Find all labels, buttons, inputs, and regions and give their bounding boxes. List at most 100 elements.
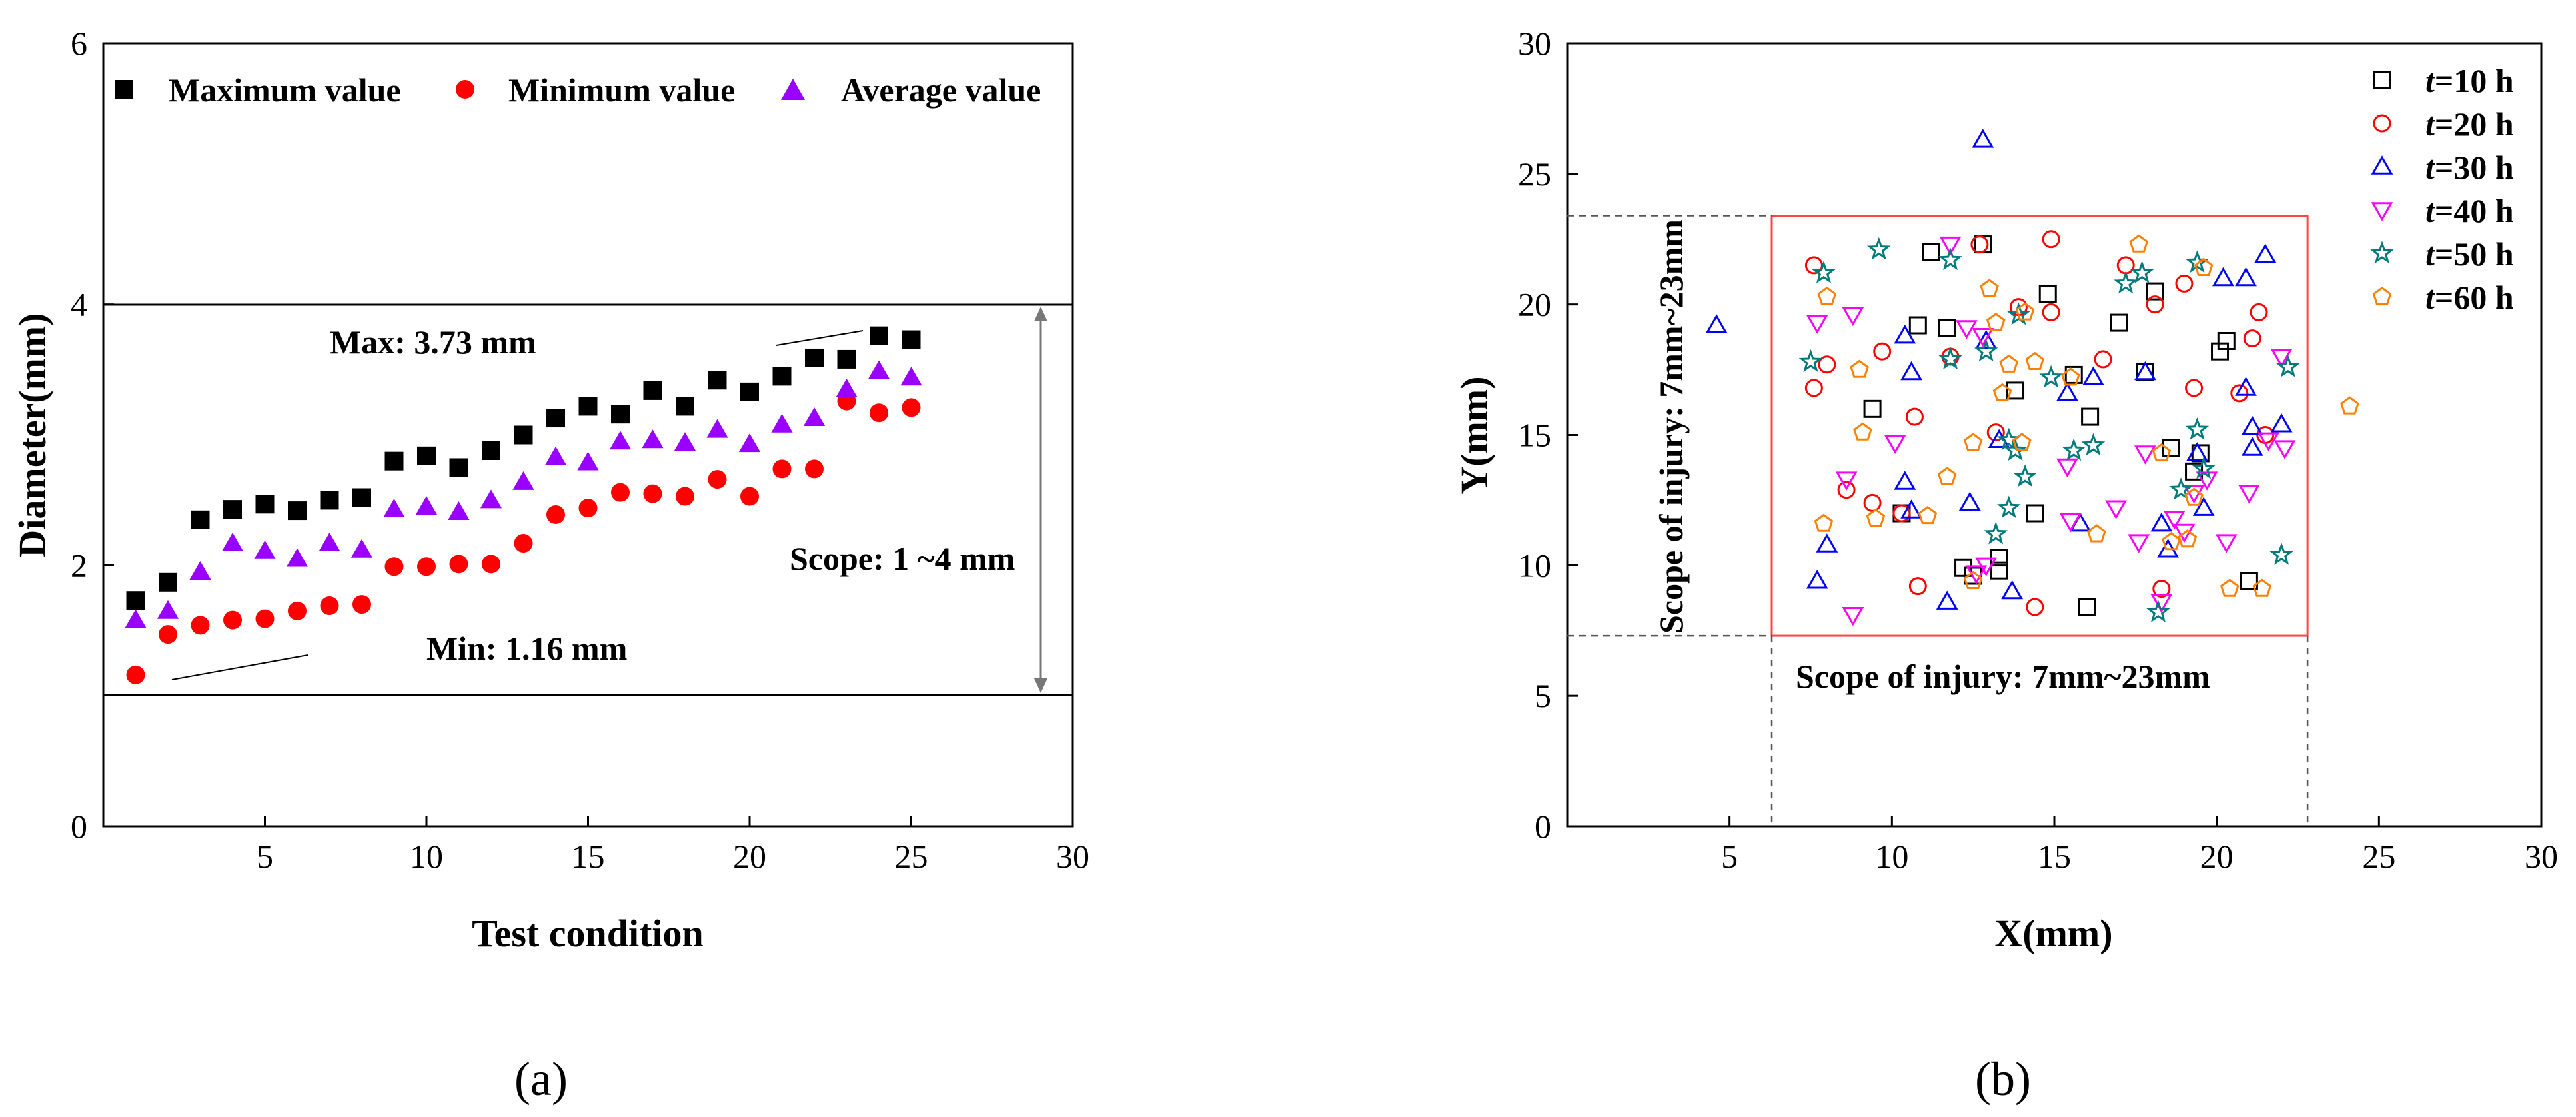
data-point-triangle-up: [1972, 129, 1994, 148]
panel-a-scope-annotation: Scope: 1 ~4 mm: [790, 540, 1015, 577]
data-point-square: [223, 500, 242, 519]
data-point-triangle-up: [642, 429, 664, 449]
data-point-triangle-up: [1816, 533, 1838, 553]
data-point-square: [643, 381, 662, 400]
data-point-star: [1798, 349, 1823, 373]
data-point-triangle-up: [836, 378, 858, 397]
data-point-circle: [1905, 407, 1924, 426]
data-point-circle: [546, 505, 565, 524]
data-point-triangle-up: [286, 548, 309, 567]
panel-a-legend-label-min: Minimum value: [508, 71, 735, 109]
data-point-star: [2003, 438, 2028, 461]
data-point-pentagon: [2129, 234, 2149, 253]
panel-a-legend-label-max: Maximum value: [169, 71, 401, 109]
data-point-circle: [643, 484, 662, 503]
panel-b-label: (b): [1975, 1052, 2031, 1106]
data-point-triangle-up: [577, 451, 599, 471]
data-point-square: [2110, 313, 2128, 332]
legend-marker-triangle-down: [2371, 202, 2393, 221]
data-point-circle: [1804, 379, 1823, 397]
data-point-circle: [708, 470, 727, 489]
panel-b-x-axis-label: X(mm): [1994, 912, 2112, 955]
data-point-triangle-up: [189, 561, 211, 580]
data-point-triangle-up: [2212, 267, 2234, 287]
data-point-triangle-down: [2128, 534, 2150, 553]
data-point-triangle-up: [125, 609, 147, 628]
data-point-triangle-up: [415, 496, 438, 515]
data-point-square: [1922, 243, 1940, 261]
data-point-square: [126, 591, 145, 610]
data-point-circle: [288, 601, 307, 620]
data-point-square: [2185, 462, 2204, 481]
data-point-square: [708, 371, 727, 390]
data-point-triangle-down: [2150, 594, 2173, 613]
data-point-triangle-up: [771, 413, 793, 433]
data-point-circle: [159, 625, 177, 644]
data-point-circle: [2152, 580, 2171, 598]
x-tick-label: 15: [2038, 838, 2071, 875]
data-point-triangle-down: [2215, 534, 2238, 553]
data-point-circle: [320, 596, 339, 616]
data-point-pentagon: [2220, 578, 2240, 597]
data-point-triangle-up: [480, 489, 502, 509]
data-point-square: [352, 488, 371, 507]
data-point-triangle-up: [512, 471, 534, 490]
data-point-triangle-down: [1939, 236, 1962, 256]
data-point-triangle-up: [868, 360, 890, 379]
panel-a-scope-arrow-head-top: [1034, 307, 1047, 321]
data-point-square: [2217, 332, 2236, 350]
data-point-circle: [191, 616, 210, 635]
data-point-circle: [772, 459, 792, 479]
data-point-triangle-up: [2186, 442, 2208, 461]
data-point-pentagon: [1963, 433, 1983, 451]
data-point-triangle-up: [383, 499, 405, 518]
data-point-triangle-up: [2082, 366, 2104, 386]
x-tick-label: 30: [2525, 838, 2558, 875]
data-point-star: [2192, 456, 2216, 479]
data-point-triangle-up: [157, 600, 179, 619]
data-point-square: [2078, 598, 2096, 616]
data-point-triangle-down: [1956, 320, 1978, 339]
panel-b-axes-frame: [1566, 42, 2543, 828]
data-point-square: [1938, 319, 1956, 337]
y-tick-label: 15: [1518, 417, 1551, 454]
data-point-triangle-down: [2273, 440, 2296, 459]
data-point-triangle-up: [1900, 361, 1922, 381]
data-point-triangle-up: [2270, 413, 2293, 433]
data-point-circle: [1908, 577, 1927, 596]
x-tick-label: 15: [572, 838, 605, 875]
x-tick-label: 5: [1721, 838, 1738, 875]
x-tick-label: 10: [1875, 838, 1908, 875]
data-point-star: [2006, 302, 2031, 325]
data-point-square: [805, 348, 824, 367]
data-point-circle: [1804, 256, 1823, 275]
data-point-pentagon: [2178, 529, 2198, 548]
data-point-square: [546, 409, 565, 428]
data-point-pentagon: [2087, 524, 2106, 543]
data-point-triangle-down: [2105, 500, 2127, 519]
data-point-triangle-up: [1975, 329, 1998, 349]
data-point-triangle-down: [2238, 484, 2260, 504]
x-tick-label: 5: [257, 838, 273, 875]
data-point-square: [288, 501, 307, 521]
data-point-triangle-up: [900, 367, 922, 386]
data-point-triangle-down: [1835, 471, 1858, 491]
data-point-star: [2169, 477, 2193, 500]
data-point-circle: [1837, 481, 1856, 499]
legend-marker-pentagon: [2372, 286, 2392, 305]
panel-b-injury-region: [1567, 215, 2309, 826]
data-point-triangle-up: [1958, 491, 1981, 511]
data-point-square: [255, 495, 275, 514]
panel-a-plot-area: [102, 42, 1074, 828]
data-point-circle: [482, 555, 500, 574]
panel-a-axes-frame: [102, 42, 1074, 828]
data-point-pentagon: [1817, 286, 1837, 305]
data-point-star: [1996, 427, 2021, 451]
data-point-star: [1812, 260, 1836, 283]
data-point-square: [676, 397, 694, 416]
legend-label: t=20 h: [2425, 105, 2514, 143]
data-point-circle: [1818, 355, 1836, 374]
panel-a-min-annotation: Min: 1.16 mm: [426, 630, 627, 667]
data-point-star: [1996, 495, 2021, 519]
legend-label: t=50 h: [2425, 235, 2514, 273]
